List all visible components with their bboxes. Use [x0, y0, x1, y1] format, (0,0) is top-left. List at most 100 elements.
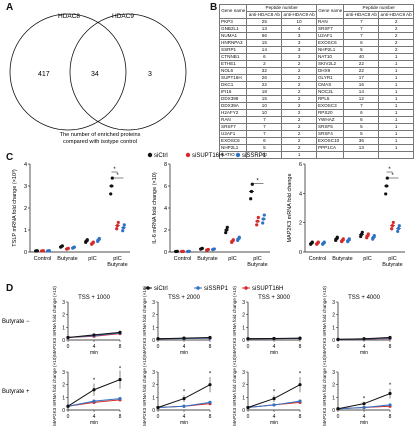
data-point-ssrp1 — [121, 229, 125, 233]
peptide-cell-left: 2 — [281, 95, 317, 103]
row-label: Butyrate − — [2, 319, 30, 325]
y-tick-label: 3 — [332, 370, 335, 376]
gene-cell-left: NOL6 — [218, 67, 248, 75]
peptide-cell-right: 1 — [378, 60, 414, 68]
panel-label-c: C — [6, 152, 14, 163]
peptide-cell-right: 12 — [343, 95, 380, 103]
peptide-cell-right: 17 — [343, 74, 380, 82]
y-tick-label: 1 — [242, 395, 245, 401]
y-tick-label: 1 — [152, 325, 155, 331]
y-tick-label: 3 — [242, 300, 245, 306]
peptide-cell-right: 1 — [378, 53, 414, 61]
y-tick-label: 4 — [24, 162, 27, 168]
venn-label-hdac8: HDAC8 — [58, 13, 80, 20]
y-tick-label: 1 — [332, 325, 335, 331]
gene-cell-right: GLYR1 — [315, 74, 345, 82]
peptide-cell-left: 3 — [281, 39, 317, 47]
series-point-ctrl — [182, 336, 186, 340]
peptide-cell-right: 1 — [378, 81, 414, 89]
data-point-ssrp1 — [261, 221, 265, 225]
gene-cell-left: U2AF1 — [218, 130, 248, 138]
peptide-cell-right: 36 — [343, 137, 380, 145]
peptide-cell-left: 10 — [281, 18, 317, 26]
x-tick-label: 4 — [363, 344, 366, 350]
peptide-cell-right: 1 — [378, 130, 414, 138]
sig-star: * — [183, 390, 186, 396]
legend-label-supt16h: siSUPT16H — [192, 153, 223, 159]
table-row: NUMA1 66 3 U2AF1 7 2 — [218, 32, 414, 40]
chart-c-0: 0 1 2 3 4 TSLP mRNA fold change (×10³) Control… — [12, 162, 130, 268]
series-point-ctrl — [156, 337, 160, 341]
panel-label-d: D — [6, 283, 14, 294]
y-tick-label: 2 — [62, 313, 65, 319]
data-point-supt16h — [255, 223, 259, 227]
y-tick-label: 0 — [24, 250, 27, 256]
th-ab8-left: anti-HDAC8 Ab — [246, 11, 283, 19]
th-ab9-right: anti-HDAC9 Ab — [378, 11, 414, 19]
series-point-ssrp1 — [362, 405, 366, 410]
y-axis-label: IL-6 mRNA fold change (×10) — [152, 172, 158, 244]
y-tick-label: 1 — [332, 395, 335, 401]
y-tick-label: 1 — [242, 325, 245, 331]
x-tick-label: 0 — [337, 344, 340, 350]
peptide-cell-right: 2 — [378, 32, 414, 40]
peptide-cell-right: 1 — [378, 123, 414, 131]
data-point-ssrp1 — [262, 213, 266, 217]
peptide-cell-left: 18 — [246, 88, 283, 96]
peptide-cell-left: 2 — [281, 67, 317, 75]
venn-caption-1: The number of enriched proteins — [60, 132, 141, 138]
x-tick-label: 0 — [337, 414, 340, 420]
y-tick-label: 0 — [332, 408, 335, 414]
chart-d-0-1: 0 1 2 3 0 4 8 min MAP2K3 mRNA fold change (×10) — [142, 286, 212, 356]
gene-cell-right: RPS20 — [315, 109, 345, 117]
table-row: U2AF1 7 2 SRSF4 5 1 — [218, 130, 414, 138]
sig-star: * — [273, 390, 276, 396]
table-row: SSRP1 14 3 NHP2L1 5 2 — [218, 46, 414, 54]
x-tick-label: 4 — [273, 414, 276, 420]
peptide-cell-left: 4 — [281, 25, 317, 33]
x-tick-label: pIC — [228, 256, 237, 262]
chart-d-0-2: 0 1 2 3 0 4 8 min MAP2K3 mRNA fold change (×10) — [232, 286, 302, 356]
peptide-cell-right: 1 — [378, 102, 414, 110]
gene-cell-right: EXOSC10 — [315, 137, 345, 145]
peptide-cell-right: 1 — [378, 67, 414, 75]
peptide-table-body: PKP3 25 10 RAN 7 2 GNB2L1 13 4 SRSF7 7 2 NUMA1 66 3 U2A… — [218, 18, 414, 159]
x-tick-label: Butyrate — [382, 262, 402, 268]
gene-cell-right: SRSF4 — [315, 130, 345, 138]
series-point-ctrl — [208, 335, 212, 340]
y-axis-label: MAP2K3 mRNA fold change (×10) — [322, 286, 327, 356]
data-point-ctrl — [224, 231, 228, 235]
table-row: SRSF7 7 2 SRSF5 5 1 — [218, 123, 414, 131]
gene-cell-left: DDX398 — [218, 95, 248, 103]
table-row: EXOSC6 6 2 EXOSC10 36 1 — [218, 137, 414, 145]
peptide-cell-right: 40 — [343, 53, 380, 61]
legend-marker-supt16h — [244, 286, 248, 290]
x-axis-label: min — [270, 420, 278, 426]
y-tick-label: 0 — [152, 338, 155, 344]
y-axis-label: MAP2K3 mRNA fold change (×10) — [52, 356, 57, 426]
y-axis-label: MAP2K3 mRNA fold change (×10) — [142, 356, 147, 426]
y-tick-label: 0 — [62, 338, 65, 344]
venn-circle-hdac9 — [69, 13, 187, 131]
legend-marker-supt16h — [185, 152, 191, 158]
data-point-supt16h — [366, 232, 370, 236]
x-tick-label: pIC — [363, 256, 372, 262]
series-point-ssrp1 — [298, 399, 302, 403]
peptide-cell-left: 2 — [281, 130, 317, 138]
data-point-ssrp1 — [237, 235, 241, 239]
gene-cell-left: HNRNPA3 — [218, 39, 248, 47]
x-tick-label: 8 — [299, 344, 302, 350]
table-row: H2AFY2 10 2 RPS20 6 1 — [218, 109, 414, 117]
y-tick-label: 2 — [152, 383, 155, 389]
x-axis-label: min — [180, 350, 188, 356]
data-point-ssrp1 — [396, 229, 400, 233]
peptide-cell-left: 3 — [281, 32, 317, 40]
table-row: NATIO 40 1 — [218, 151, 414, 159]
sig-star: * — [363, 396, 366, 402]
y-tick-label: 6 — [299, 162, 302, 168]
x-tick-label: 4 — [93, 344, 96, 350]
series-point-ctrl — [388, 335, 392, 340]
sig-star: * — [388, 167, 391, 173]
peptide-cell-left: 25 — [246, 18, 283, 26]
gene-cell-left: RAN — [218, 116, 248, 124]
